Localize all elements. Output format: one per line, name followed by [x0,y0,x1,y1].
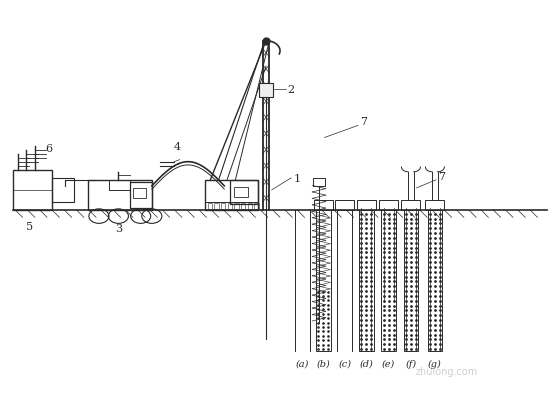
Bar [254,204,259,210]
Bar [402,200,421,211]
Bar [234,204,239,210]
Bar [234,187,248,197]
Bar [335,200,354,211]
Text: (b): (b) [316,359,330,368]
Bar [259,84,273,98]
Text: (d): (d) [360,359,374,368]
Text: zhulong.com: zhulong.com [416,367,478,376]
Bar [230,180,258,205]
Bar [359,211,374,351]
Bar [241,204,245,210]
Bar [404,211,418,351]
Text: (f): (f) [405,359,417,368]
Bar [52,178,74,202]
Text: 5: 5 [26,222,33,232]
Bar [314,178,325,186]
Bar [12,171,52,211]
Bar [129,182,152,209]
Text: (e): (e) [382,359,395,368]
Text: 7: 7 [438,171,445,181]
Text: (a): (a) [296,359,309,368]
Bar [214,204,219,210]
Bar [426,200,445,211]
Text: 1: 1 [293,173,300,183]
Bar [379,200,398,211]
Text: 6: 6 [45,143,52,153]
Bar [248,204,252,210]
Text: 4: 4 [174,141,181,151]
Bar [428,211,442,351]
Text: 7: 7 [360,117,367,127]
Bar [381,211,396,351]
Text: 2: 2 [288,85,295,95]
Text: (c): (c) [338,359,351,368]
Bar [205,180,258,211]
Bar [357,200,376,211]
Bar [133,188,146,198]
Text: 3: 3 [115,224,122,234]
Bar [88,180,152,211]
Bar [314,200,333,211]
Bar [227,204,232,210]
Bar [316,211,331,351]
Text: (g): (g) [428,359,442,368]
Bar [109,180,130,190]
Bar [221,204,225,210]
Bar [205,202,258,211]
Bar [208,204,212,210]
